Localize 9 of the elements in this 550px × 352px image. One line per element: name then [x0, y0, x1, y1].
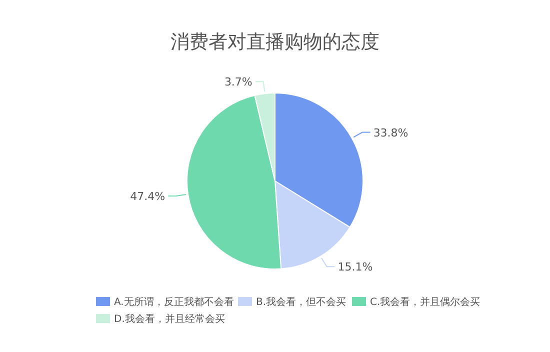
legend-label: D.我会看，并且经常会买 — [114, 313, 225, 325]
data-label: 15.1% — [338, 260, 373, 274]
data-label: 47.4% — [130, 190, 166, 204]
legend-label: C.我会看，并且偶尔会买 — [370, 296, 480, 308]
legend-label: A.无所谓，反正我都不会看 — [114, 296, 234, 308]
data-label: 33.8% — [373, 126, 408, 140]
legend-label: B.我会看，但不会买 — [256, 296, 346, 308]
chart-title: 消费者对直播购物的态度 — [170, 31, 380, 53]
data-label: 3.7% — [224, 76, 252, 89]
